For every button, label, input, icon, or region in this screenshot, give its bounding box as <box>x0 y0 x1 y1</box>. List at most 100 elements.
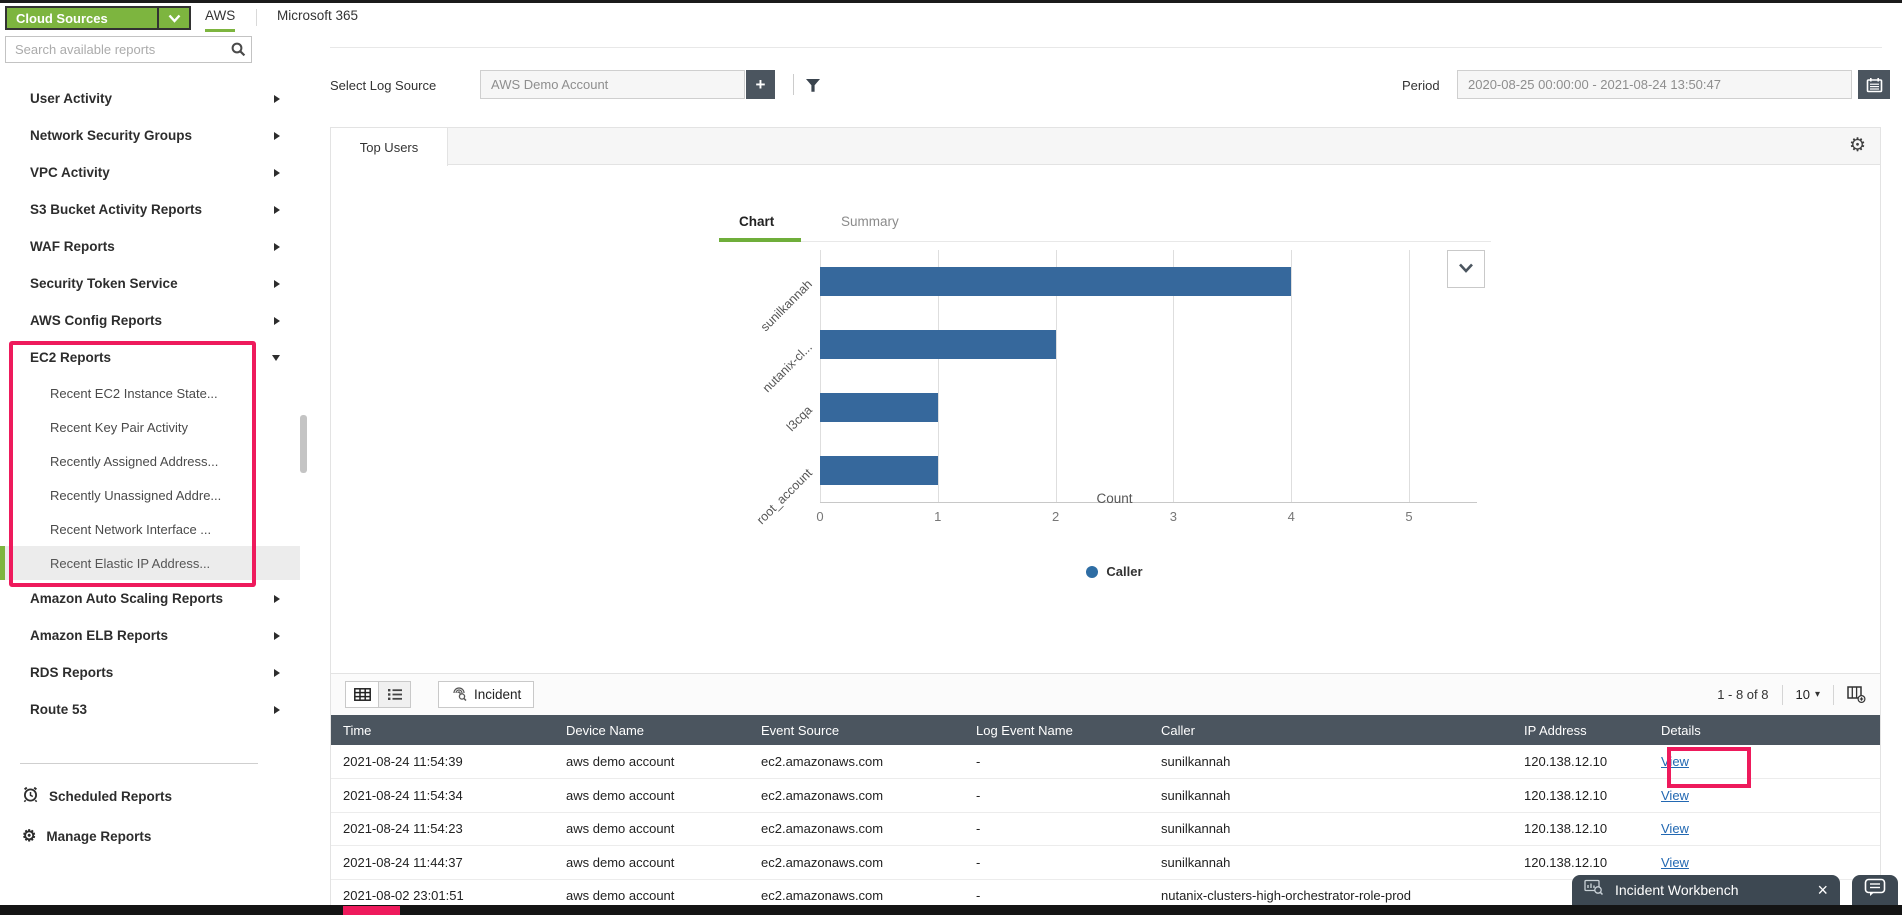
cell-event-source: ec2.amazonaws.com <box>749 778 964 813</box>
sidebar-item-network-security-groups[interactable]: Network Security Groups <box>0 117 300 154</box>
sidebar-item-rds-reports[interactable]: RDS Reports <box>0 654 300 691</box>
cloud-sources-label: Cloud Sources <box>16 10 108 26</box>
bar-chart-plot: 0 1 2 3 4 5 sunilkannah nutanix-cl... l3cqa root_… <box>754 250 1477 527</box>
tab-summary[interactable]: Summary <box>841 214 899 229</box>
sidebar-item-security-token-service[interactable]: Security Token Service <box>0 265 300 302</box>
sidebar-subitem-recent-elastic-ip-address[interactable]: Recent Elastic IP Address... <box>0 546 300 580</box>
table-header-row: Time Device Name Event Source Log Event … <box>331 715 1880 745</box>
cell-details: View <box>1649 812 1880 846</box>
bar-sunilkannah[interactable] <box>820 267 1292 296</box>
gear-icon[interactable]: ⚙ <box>1848 135 1866 156</box>
view-link[interactable]: View <box>1661 787 1689 803</box>
x-axis-label: Count <box>1096 491 1133 506</box>
cell-log-event-name: - <box>964 778 1149 813</box>
add-column-icon[interactable] <box>1847 686 1866 703</box>
cloud-sources-dropdown[interactable]: Cloud Sources <box>5 6 191 30</box>
sidebar-item-route-53[interactable]: Route 53 <box>0 691 300 728</box>
page-size-dropdown[interactable]: 10 ▾ <box>1796 687 1821 702</box>
calendar-icon[interactable] <box>1858 70 1890 99</box>
sidebar-item-label: User Activity <box>30 91 113 106</box>
sidebar-item-label: AWS Config Reports <box>30 313 162 328</box>
search-icon[interactable] <box>225 42 251 57</box>
speech-bubble-icon <box>1864 878 1886 902</box>
view-link[interactable]: View <box>1661 821 1689 837</box>
chart-type-dropdown[interactable] <box>1447 250 1485 288</box>
list-view-icon[interactable] <box>378 682 410 707</box>
log-source-input[interactable]: AWS Demo Account <box>480 70 745 99</box>
page-size-value: 10 <box>1795 687 1810 702</box>
col-caller: Caller <box>1149 715 1512 745</box>
sidebar-item-manage-reports[interactable]: ⚙ Manage Reports <box>0 816 300 856</box>
incident-workbench-panel[interactable]: Incident Workbench × <box>1572 875 1840 905</box>
chevron-down-icon <box>1458 260 1474 278</box>
sidebar-item-amazon-elb-reports[interactable]: Amazon ELB Reports <box>0 617 300 654</box>
bar-root-account[interactable] <box>820 456 938 485</box>
category-label-root-account: root_account <box>753 465 815 527</box>
toolbar-divider <box>1781 684 1783 705</box>
cell-ip: 120.138.12.10 <box>1512 845 1649 880</box>
chart-panel: Chart Summary 0 1 2 3 4 5 sunilkannah nutanix-c… <box>331 165 1880 673</box>
period-input[interactable]: 2020-08-25 00:00:00 - 2021-08-24 13:50:4… <box>1457 70 1852 99</box>
sidebar: User Activity Network Security Groups VPC … <box>0 32 308 905</box>
incident-button[interactable]: Incident <box>438 681 535 708</box>
chevron-right-icon <box>274 631 280 640</box>
tab-divider <box>256 9 257 26</box>
cell-device: aws demo account <box>554 845 749 880</box>
tab-top-users[interactable]: Top Users <box>331 128 448 166</box>
add-log-source-button[interactable]: + <box>746 70 775 99</box>
fingerprint-search-icon <box>451 685 467 704</box>
chevron-down-icon <box>157 8 189 28</box>
table-body: 2021-08-24 11:54:39 aws demo account ec2.a… <box>331 745 1880 913</box>
sidebar-item-vpc-activity[interactable]: VPC Activity <box>0 154 300 191</box>
sidebar-item-s3-bucket-activity-reports[interactable]: S3 Bucket Activity Reports <box>0 191 300 228</box>
search-input[interactable] <box>6 42 225 57</box>
chevron-right-icon <box>274 131 280 140</box>
sidebar-footer: Scheduled Reports ⚙ Manage Reports <box>0 776 300 856</box>
table-row: 2021-08-24 11:54:34 aws demo account ec2.a… <box>331 778 1880 813</box>
view-link[interactable]: View <box>1661 754 1689 769</box>
tab-chart[interactable]: Chart <box>719 206 801 242</box>
x-tick-0: 0 <box>816 509 824 524</box>
table-row: 2021-08-24 11:44:37 aws demo account ec2.a… <box>331 845 1880 880</box>
sidebar-item-scheduled-reports[interactable]: Scheduled Reports <box>0 776 300 816</box>
sidebar-item-amazon-auto-scaling-reports[interactable]: Amazon Auto Scaling Reports <box>0 580 300 617</box>
sidebar-item-label: Security Token Service <box>30 276 178 291</box>
col-details: Details <box>1649 715 1880 745</box>
cell-caller: sunilkannah <box>1149 745 1512 779</box>
cell-log-event-name: - <box>964 812 1149 846</box>
sidebar-subitem-recently-assigned-address[interactable]: Recently Assigned Address... <box>50 453 219 469</box>
gear-icon: ⚙ <box>22 828 37 845</box>
cell-event-source: ec2.amazonaws.com <box>749 745 964 779</box>
sidebar-item-ec2-reports[interactable]: EC2 Reports <box>0 339 300 376</box>
sidebar-item-user-activity[interactable]: User Activity <box>0 80 300 117</box>
log-source-label: Select Log Source <box>330 78 437 93</box>
view-link[interactable]: View <box>1661 854 1689 870</box>
chevron-right-icon <box>274 316 280 325</box>
bar-nutanix-cl[interactable] <box>820 330 1056 359</box>
tab-microsoft-365[interactable]: Microsoft 365 <box>277 8 359 23</box>
sidebar-subitem-recent-key-pair-activity[interactable]: Recent Key Pair Activity <box>50 419 188 435</box>
pagination-text: 1 - 8 of 8 <box>1717 687 1769 702</box>
chat-panel-button[interactable] <box>1852 875 1898 905</box>
close-icon[interactable]: × <box>1817 880 1828 900</box>
category-label-nutanix-cl: nutanix-cl... <box>759 339 815 395</box>
legend-label: Caller <box>1106 564 1143 579</box>
sidebar-scrollbar-thumb[interactable] <box>300 415 307 473</box>
report-search-box <box>5 36 252 63</box>
sidebar-item-label: Manage Reports <box>46 828 152 844</box>
gridline-x-5 <box>1409 250 1410 502</box>
tab-aws[interactable]: AWS <box>205 3 236 32</box>
view-toggle <box>345 681 411 708</box>
filter-icon[interactable] <box>801 74 825 96</box>
sidebar-subitem-recent-ec2-instance-state[interactable]: Recent EC2 Instance State... <box>50 385 218 401</box>
sidebar-item-waf-reports[interactable]: WAF Reports <box>0 228 300 265</box>
cell-details: View <box>1649 745 1880 779</box>
bar-l3cqa[interactable] <box>820 393 938 422</box>
grid-view-icon[interactable] <box>346 682 378 707</box>
window-top-edge <box>0 0 1902 3</box>
sidebar-subitem-recently-unassigned-addre[interactable]: Recently Unassigned Addre... <box>50 487 222 503</box>
sidebar-item-aws-config-reports[interactable]: AWS Config Reports <box>0 302 300 339</box>
sidebar-item-label: Amazon Auto Scaling Reports <box>30 591 224 606</box>
annotation-fragment <box>343 906 400 915</box>
sidebar-subitem-recent-network-interface[interactable]: Recent Network Interface ... <box>50 521 212 537</box>
